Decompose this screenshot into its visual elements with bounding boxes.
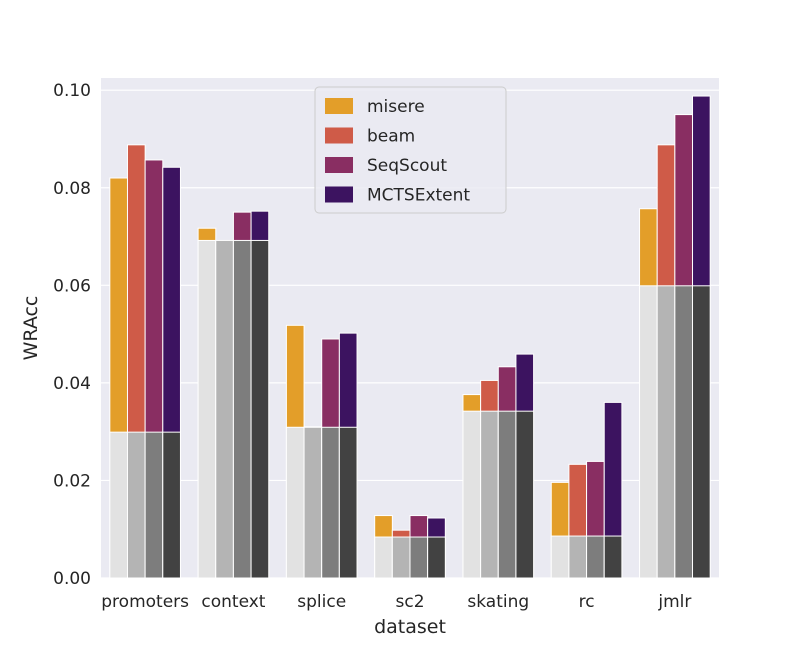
baseline-bar — [109, 431, 128, 579]
y-axis-ticks: 0.00 0.02 0.04 0.06 0.08 0.10 — [53, 81, 91, 589]
baseline-bar — [144, 431, 164, 579]
baseline-bar — [285, 426, 305, 579]
legend-label: beam — [367, 127, 415, 147]
baseline-bar — [232, 239, 252, 579]
x-tick-label: jmlr — [657, 592, 691, 612]
y-tick-label: 0.10 — [53, 81, 91, 101]
baseline-bar — [374, 536, 393, 579]
x-tick-label: splice — [297, 592, 346, 612]
baseline-bar — [215, 239, 234, 579]
baseline-bar — [603, 535, 623, 579]
baseline-bar — [656, 285, 676, 579]
baseline-bar — [480, 410, 499, 579]
x-tick-label: rc — [579, 592, 595, 612]
y-tick-label: 0.00 — [53, 569, 91, 589]
legend-swatch — [325, 186, 353, 203]
baseline-bar — [338, 426, 358, 579]
baseline-bar — [303, 426, 323, 579]
baseline-bar — [250, 239, 270, 579]
bars — [109, 95, 711, 579]
baseline-bar — [391, 536, 411, 579]
baseline-bar — [497, 410, 517, 579]
x-axis-label: dataset — [374, 616, 446, 638]
x-tick-label: context — [201, 592, 265, 612]
baseline-bar — [162, 431, 181, 579]
x-axis-ticks: promoters context splice sc2 skating rc jmlr — [101, 592, 691, 612]
baseline-bar — [586, 535, 605, 579]
legend-swatch — [325, 157, 353, 173]
baseline-bar — [409, 536, 429, 579]
baseline-bar — [197, 239, 217, 579]
baseline-bar — [568, 535, 588, 579]
baseline-bar — [462, 410, 482, 579]
baseline-bar — [427, 536, 446, 579]
baseline-bar — [639, 285, 658, 579]
baseline-bar — [321, 426, 340, 579]
baseline-bar — [674, 285, 694, 579]
baseline-bar — [692, 285, 711, 579]
legend: misere beam SeqScout MCTSExtent — [314, 86, 507, 214]
x-tick-label: skating — [467, 592, 529, 612]
legend-frame — [314, 86, 507, 214]
y-tick-label: 0.06 — [53, 276, 91, 296]
x-tick-label: promoters — [101, 592, 189, 612]
y-tick-label: 0.08 — [53, 179, 91, 199]
baseline-bar — [550, 535, 570, 579]
legend-swatch — [325, 98, 353, 114]
legend-label: misere — [367, 97, 425, 117]
x-tick-label: sc2 — [395, 592, 424, 612]
legend-label: SeqScout — [367, 156, 447, 176]
y-tick-label: 0.04 — [53, 374, 91, 394]
legend-label: MCTSExtent — [367, 186, 470, 206]
baseline-bar — [126, 431, 146, 579]
y-tick-label: 0.02 — [53, 471, 91, 491]
y-axis-label: WRAcc — [20, 296, 42, 361]
legend-swatch — [325, 127, 353, 144]
baseline-bar — [515, 410, 535, 579]
